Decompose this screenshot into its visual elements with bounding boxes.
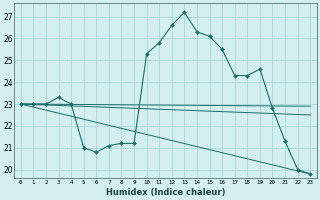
X-axis label: Humidex (Indice chaleur): Humidex (Indice chaleur) [106, 188, 225, 197]
